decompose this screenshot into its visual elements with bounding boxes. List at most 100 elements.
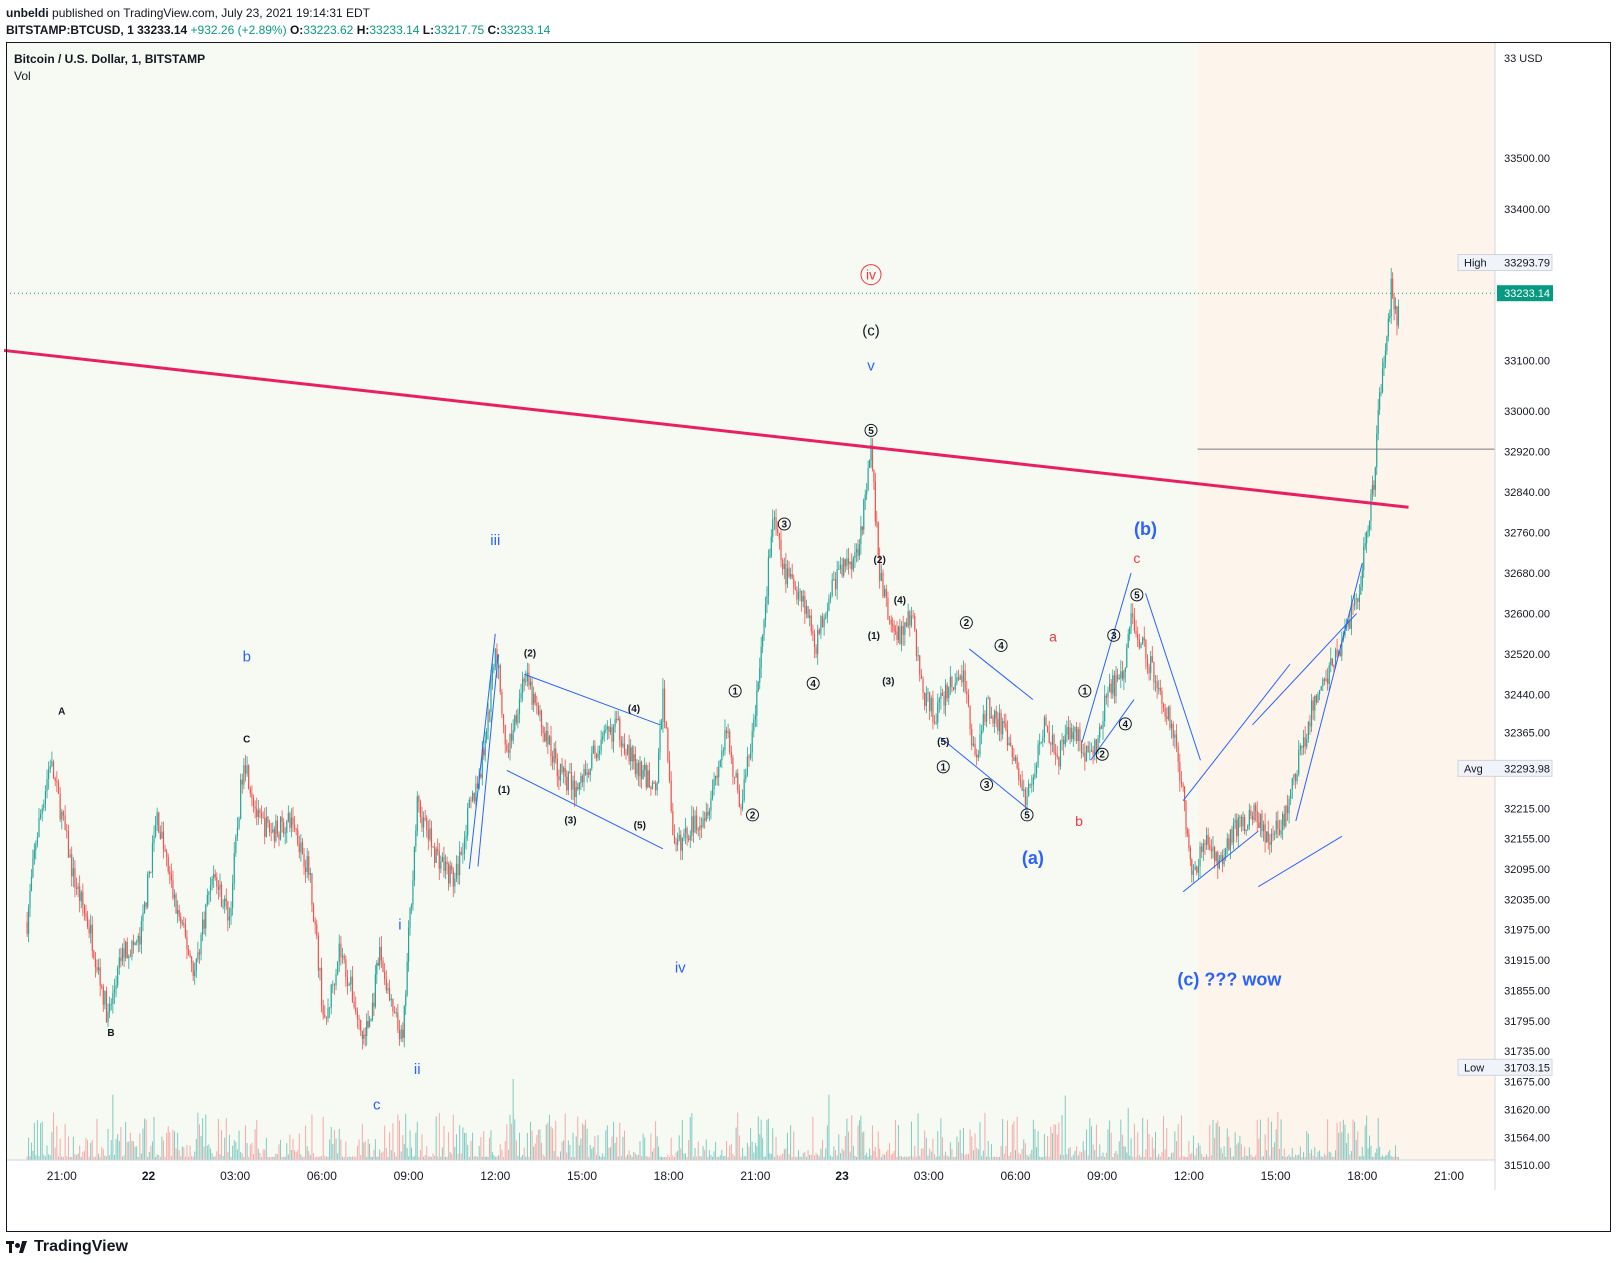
- candle-body: [1205, 834, 1208, 845]
- volume-bar: [1278, 1148, 1280, 1160]
- candle-body: [899, 626, 901, 645]
- volume-bar: [1107, 1129, 1109, 1160]
- candle-body: [561, 763, 563, 773]
- volume-bar: [56, 1125, 58, 1160]
- volume-bar: [520, 1156, 522, 1160]
- candle-body: [1021, 781, 1023, 791]
- volume-bar: [1392, 1156, 1394, 1160]
- candle-body: [476, 783, 479, 788]
- candle-body: [1312, 700, 1314, 711]
- candle-body: [30, 876, 33, 891]
- candle-body: [1266, 831, 1268, 843]
- volume-bar: [248, 1156, 250, 1160]
- candle-body: [525, 681, 527, 683]
- volume-bar: [1061, 1114, 1063, 1160]
- wave-label: 4: [1123, 719, 1129, 730]
- candle-body: [1218, 859, 1220, 869]
- candle-body: [109, 1003, 111, 1012]
- candle-body: [91, 924, 93, 952]
- volume-bar: [104, 1155, 106, 1160]
- candle-body: [236, 827, 239, 837]
- volume-bar: [71, 1156, 73, 1160]
- volume-bar: [746, 1142, 748, 1160]
- wave-label: (3): [882, 676, 894, 687]
- candle-body: [1325, 678, 1327, 681]
- volume-bar: [1045, 1156, 1047, 1160]
- high-value: 33233.14: [369, 23, 420, 37]
- candle-body: [192, 962, 194, 977]
- candle-body: [1056, 754, 1058, 757]
- volume-bar: [958, 1141, 960, 1160]
- volume-bar: [1010, 1152, 1012, 1160]
- volume-bar: [38, 1156, 40, 1160]
- volume-bar: [962, 1128, 964, 1160]
- volume-bar: [1202, 1156, 1204, 1160]
- volume-bar: [501, 1149, 503, 1160]
- candle-body: [244, 765, 247, 774]
- candle-body: [894, 631, 897, 633]
- volume-bar: [1095, 1124, 1097, 1160]
- volume-bar: [335, 1138, 337, 1160]
- candle-body: [976, 754, 978, 758]
- volume-bar: [594, 1136, 596, 1160]
- candle-body: [925, 693, 927, 707]
- candle-body: [314, 921, 316, 925]
- volume-bar: [230, 1156, 232, 1160]
- volume-bar: [1037, 1131, 1039, 1160]
- y-tick-label: 31915.00: [1504, 955, 1550, 967]
- volume-bar: [1283, 1148, 1285, 1160]
- candle-body: [1196, 866, 1198, 873]
- volume-bar: [1258, 1138, 1260, 1160]
- x-tick-label: 06:00: [1000, 1169, 1030, 1183]
- candle-body: [499, 665, 501, 693]
- candle-body: [300, 842, 302, 853]
- candle-body: [452, 870, 454, 887]
- volume-bar: [232, 1145, 234, 1160]
- volume-bar: [211, 1153, 213, 1160]
- volume-bar: [1259, 1119, 1261, 1160]
- candle-body: [329, 1007, 331, 1009]
- volume-bar: [893, 1150, 895, 1160]
- volume-bar: [178, 1149, 180, 1160]
- volume-bar: [724, 1155, 726, 1160]
- candle-body: [284, 832, 286, 834]
- candle-body: [67, 831, 70, 858]
- volume-bar: [754, 1142, 756, 1160]
- volume-bar: [1097, 1156, 1099, 1160]
- volume-bar: [1118, 1141, 1120, 1160]
- volume-bar: [1089, 1118, 1091, 1160]
- candle-body: [382, 960, 384, 972]
- candle-body: [686, 828, 688, 839]
- volume-bar: [46, 1145, 48, 1160]
- candle-body: [1059, 741, 1062, 767]
- volume-bar: [1191, 1152, 1193, 1160]
- volume-bar: [472, 1132, 474, 1160]
- candle-body: [345, 959, 347, 978]
- x-tick-label: 09:00: [394, 1169, 424, 1183]
- candle-body: [689, 835, 691, 840]
- volume-bar: [430, 1156, 432, 1160]
- volume-bar: [29, 1156, 31, 1160]
- y-tick-label: 31675.00: [1504, 1077, 1550, 1089]
- volume-bar: [559, 1151, 561, 1160]
- candle-body: [518, 698, 521, 715]
- candle-body: [1228, 838, 1230, 850]
- candle-body: [533, 693, 535, 705]
- volume-bar: [94, 1156, 96, 1160]
- candle-body: [164, 849, 166, 852]
- volume-bar: [1167, 1156, 1169, 1160]
- candle-body: [775, 517, 777, 530]
- candle-body: [620, 740, 622, 747]
- candle-body: [957, 677, 960, 680]
- volume-bar: [200, 1135, 202, 1160]
- volume-bar: [355, 1156, 357, 1160]
- volume-bar: [191, 1156, 193, 1160]
- candle-body: [1352, 605, 1354, 606]
- volume-bar: [1320, 1156, 1322, 1160]
- brand-footer[interactable]: TradingView: [6, 1238, 128, 1256]
- volume-bar: [889, 1142, 891, 1160]
- volume-bar: [1016, 1116, 1018, 1160]
- candle-body: [512, 730, 514, 741]
- volume-bar: [1094, 1149, 1096, 1160]
